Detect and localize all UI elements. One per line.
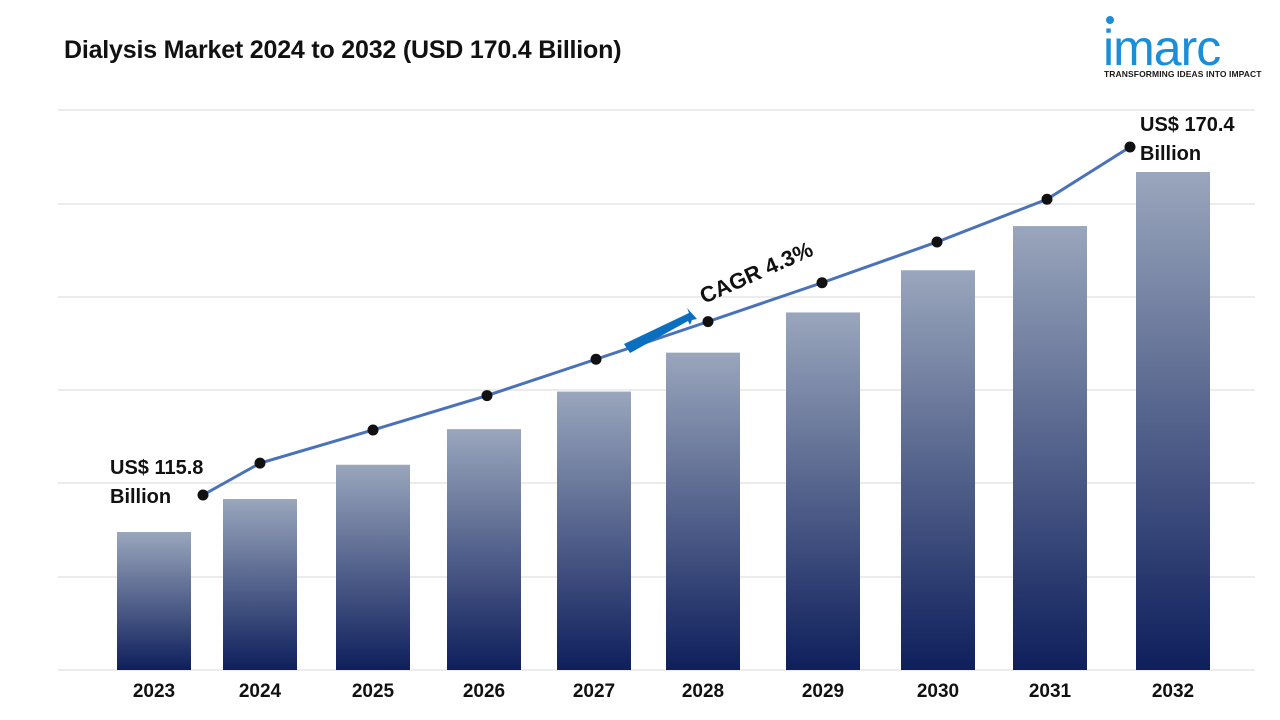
chart-title: Dialysis Market 2024 to 2032 (USD 170.4 … (64, 36, 622, 64)
end-value-label-line1: US$ 170.4 (1140, 114, 1235, 136)
trend-point-2029 (816, 277, 828, 289)
trend-point-2028 (702, 316, 714, 328)
bar-2028 (666, 352, 740, 670)
bar-2026 (447, 429, 521, 670)
x-tick-label: 2030 (917, 681, 959, 702)
bar-2029 (786, 312, 860, 670)
cagr-label: CAGR 4.3% (696, 236, 817, 308)
imarc-logo-mark: imarc (1103, 16, 1221, 69)
x-tick-label: 2027 (573, 681, 615, 702)
trend-point-2030 (931, 236, 943, 248)
cagr-arrow-shape (624, 308, 697, 353)
x-tick-label: 2023 (133, 681, 175, 702)
x-tick-label: 2028 (682, 681, 724, 702)
bar-2032 (1136, 172, 1210, 670)
x-tick-label: 2031 (1029, 681, 1072, 702)
start-value-label-line1: US$ 115.8 (110, 457, 203, 479)
imarc-logo: imarc TRANSFORMING IDEAS INTO IMPACT (1100, 14, 1262, 84)
bar-2024 (223, 499, 297, 670)
bar-2023 (117, 532, 191, 670)
bar-2027 (557, 391, 631, 670)
trend-point-2023 (197, 489, 209, 501)
x-tick-label: 2029 (802, 681, 844, 702)
x-tick-label: 2025 (352, 681, 395, 702)
start-value-label-line2: Billion (110, 486, 171, 508)
bar-2030 (901, 270, 975, 670)
x-axis-labels: 2023 2024 2025 2026 2027 2028 2029 2030 2031 2032 (133, 681, 1194, 702)
end-value-label-line2: Billion (1140, 143, 1201, 165)
trend-point-2025 (367, 424, 379, 436)
svg-text:imarc: imarc (1103, 20, 1220, 69)
trend-point-2032 (1124, 141, 1136, 153)
bars (117, 172, 1210, 671)
x-tick-label: 2026 (463, 681, 505, 702)
logo-tagline: TRANSFORMING IDEAS INTO IMPACT (1104, 69, 1262, 79)
bar-2031 (1013, 226, 1087, 671)
cagr-arrow (624, 308, 697, 353)
x-tick-label: 2024 (239, 681, 282, 702)
trend-point-2027 (590, 353, 602, 365)
trend-point-2026 (481, 390, 493, 402)
bar-2025 (336, 464, 410, 670)
trend-point-2024 (254, 457, 266, 469)
trend-point-2031 (1041, 193, 1053, 205)
x-tick-label: 2032 (1152, 681, 1194, 702)
